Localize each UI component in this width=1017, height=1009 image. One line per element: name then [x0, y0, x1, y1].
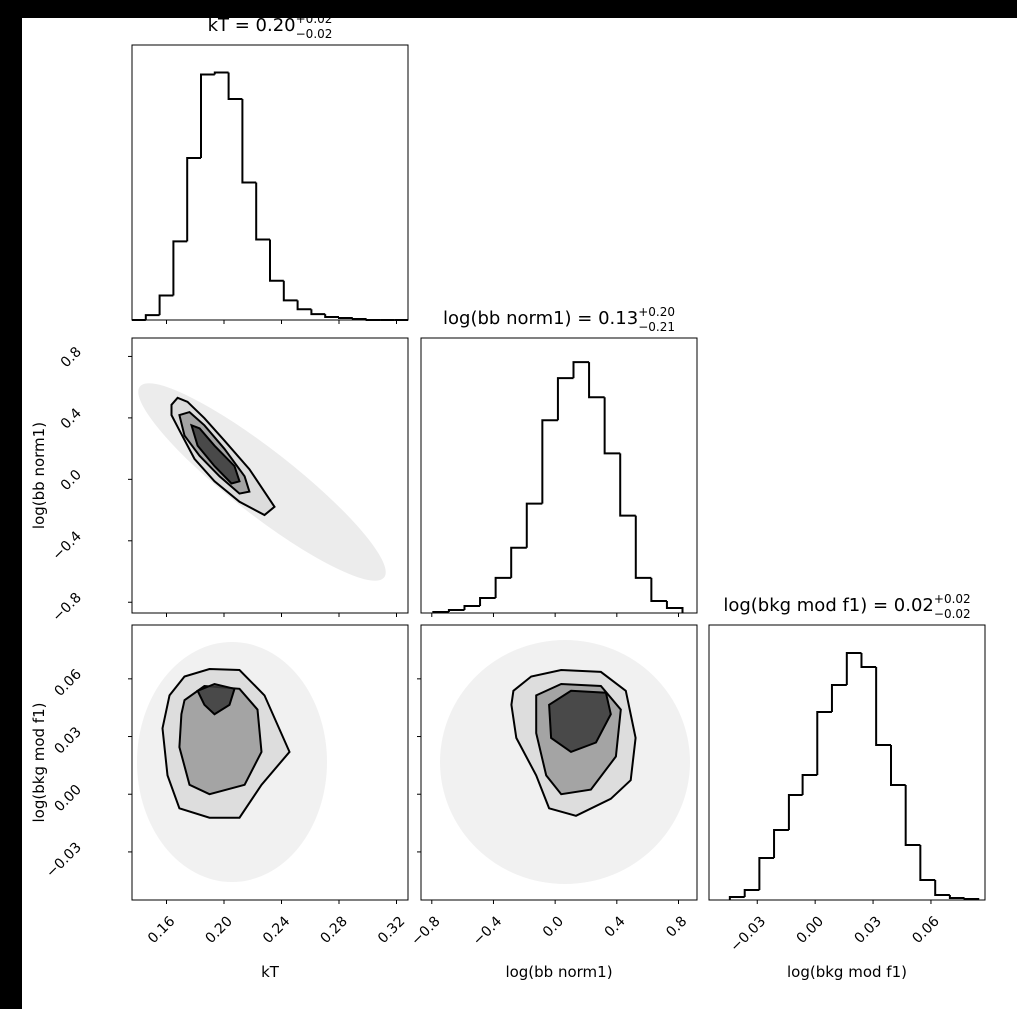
- histogram-bin: [948, 895, 965, 899]
- histogram-bin: [743, 889, 760, 897]
- panel-title: kT = 0.20+0.02 −0.02: [208, 12, 333, 41]
- histogram-bin: [588, 362, 605, 399]
- histogram-bin: [919, 845, 936, 881]
- histogram-bin: [801, 774, 818, 795]
- histogram-bin: [510, 546, 527, 578]
- histogram-bin: [200, 73, 215, 158]
- axes-frame: [420, 624, 698, 901]
- x-axis-label: kT: [261, 963, 280, 981]
- title-lower: −0.02: [934, 607, 971, 621]
- histogram-bin: [650, 577, 667, 602]
- histogram-bin: [525, 502, 543, 548]
- title-text: kT = 0.20: [208, 15, 296, 36]
- histogram-bin: [310, 309, 326, 316]
- contour: [189, 423, 241, 485]
- title-text: log(bb norm1) = 0.13: [443, 308, 638, 329]
- contour: [196, 682, 236, 716]
- histogram-bin: [186, 156, 201, 242]
- histogram-bin: [324, 314, 339, 319]
- histogram-bin: [255, 182, 270, 241]
- x-axis-label: log(bb norm1): [505, 963, 612, 981]
- histogram-bin: [269, 239, 284, 282]
- histogram-bin: [787, 794, 803, 830]
- histogram-bin: [241, 99, 257, 184]
- axes-frame: [708, 624, 986, 901]
- histogram-bin: [227, 72, 243, 101]
- histogram-bin: [816, 711, 832, 775]
- histogram-bin: [860, 653, 877, 668]
- histogram-bin: [875, 667, 892, 746]
- histogram-bin: [665, 600, 684, 613]
- axes-frame: [131, 624, 409, 901]
- axes-frame: [420, 337, 698, 614]
- histogram-bin: [541, 419, 558, 504]
- histogram-bin: [213, 71, 229, 75]
- y-axis-label: log(bb norm1): [30, 422, 48, 529]
- histogram-bin: [172, 240, 188, 296]
- title-upper: +0.02: [934, 592, 971, 606]
- title-text: log(bkg mod f1) = 0.02: [723, 595, 934, 616]
- histogram-bin: [603, 397, 621, 455]
- histogram-bin: [296, 300, 312, 311]
- y-axis-label: log(bkg mod f1): [30, 703, 48, 823]
- x-axis-label: log(bkg mod f1): [787, 963, 907, 981]
- histogram-bin: [904, 785, 921, 846]
- histogram-bin: [338, 317, 353, 320]
- histogram-bin: [890, 745, 906, 786]
- histogram-bin: [351, 318, 367, 321]
- histogram-bin: [634, 515, 652, 579]
- title-upper: +0.02: [296, 12, 333, 26]
- histogram-bin: [728, 896, 745, 900]
- title-lower: −0.21: [638, 320, 675, 334]
- histogram-bin: [572, 361, 590, 379]
- histogram-bin: [845, 652, 862, 685]
- panel-title: log(bkg mod f1) = 0.02+0.02 −0.02: [723, 592, 970, 621]
- histogram-bin: [758, 857, 775, 890]
- contour: [548, 689, 612, 754]
- histogram-bin: [463, 604, 481, 610]
- panel-title: log(bb norm1) = 0.13+0.20 −0.21: [443, 305, 675, 334]
- histogram-bin: [282, 280, 298, 302]
- histogram-bin: [773, 829, 789, 858]
- histogram-bin: [556, 377, 574, 421]
- axes-frame: [131, 44, 409, 321]
- histogram-bin: [144, 314, 160, 320]
- title-upper: +0.20: [638, 305, 675, 319]
- histogram-bin: [479, 596, 496, 606]
- histogram-bin: [830, 684, 847, 712]
- title-lower: −0.02: [296, 27, 333, 41]
- histogram-bin: [619, 453, 636, 517]
- axes-frame: [131, 337, 409, 614]
- histogram-bin: [494, 576, 512, 598]
- histogram-bin: [934, 880, 950, 896]
- histogram-bin: [158, 294, 174, 316]
- histogram-bin: [447, 608, 465, 612]
